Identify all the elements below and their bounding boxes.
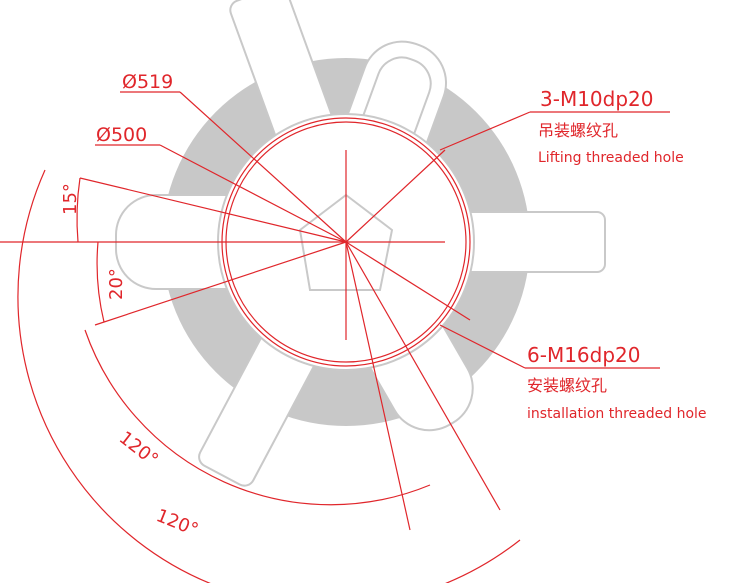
angle-label: 120°: [115, 427, 162, 470]
dimension-label: Ø519: [122, 71, 173, 93]
dimension-lines: [0, 91, 670, 583]
callout-spec: 6-M16dp20: [527, 343, 641, 367]
dimension-label: Ø500: [96, 124, 147, 146]
angle-label: 120°: [153, 505, 201, 541]
angle-label: 20°: [106, 268, 127, 300]
callout-spec: 3-M10dp20: [540, 87, 654, 111]
callout-cn: 安装螺纹孔: [527, 376, 607, 395]
callout-en: installation threaded hole: [527, 406, 707, 422]
callout-cn: 吊装螺纹孔: [538, 121, 618, 140]
callout-en: Lifting threaded hole: [538, 150, 684, 166]
angle-label: 15°: [60, 183, 81, 215]
